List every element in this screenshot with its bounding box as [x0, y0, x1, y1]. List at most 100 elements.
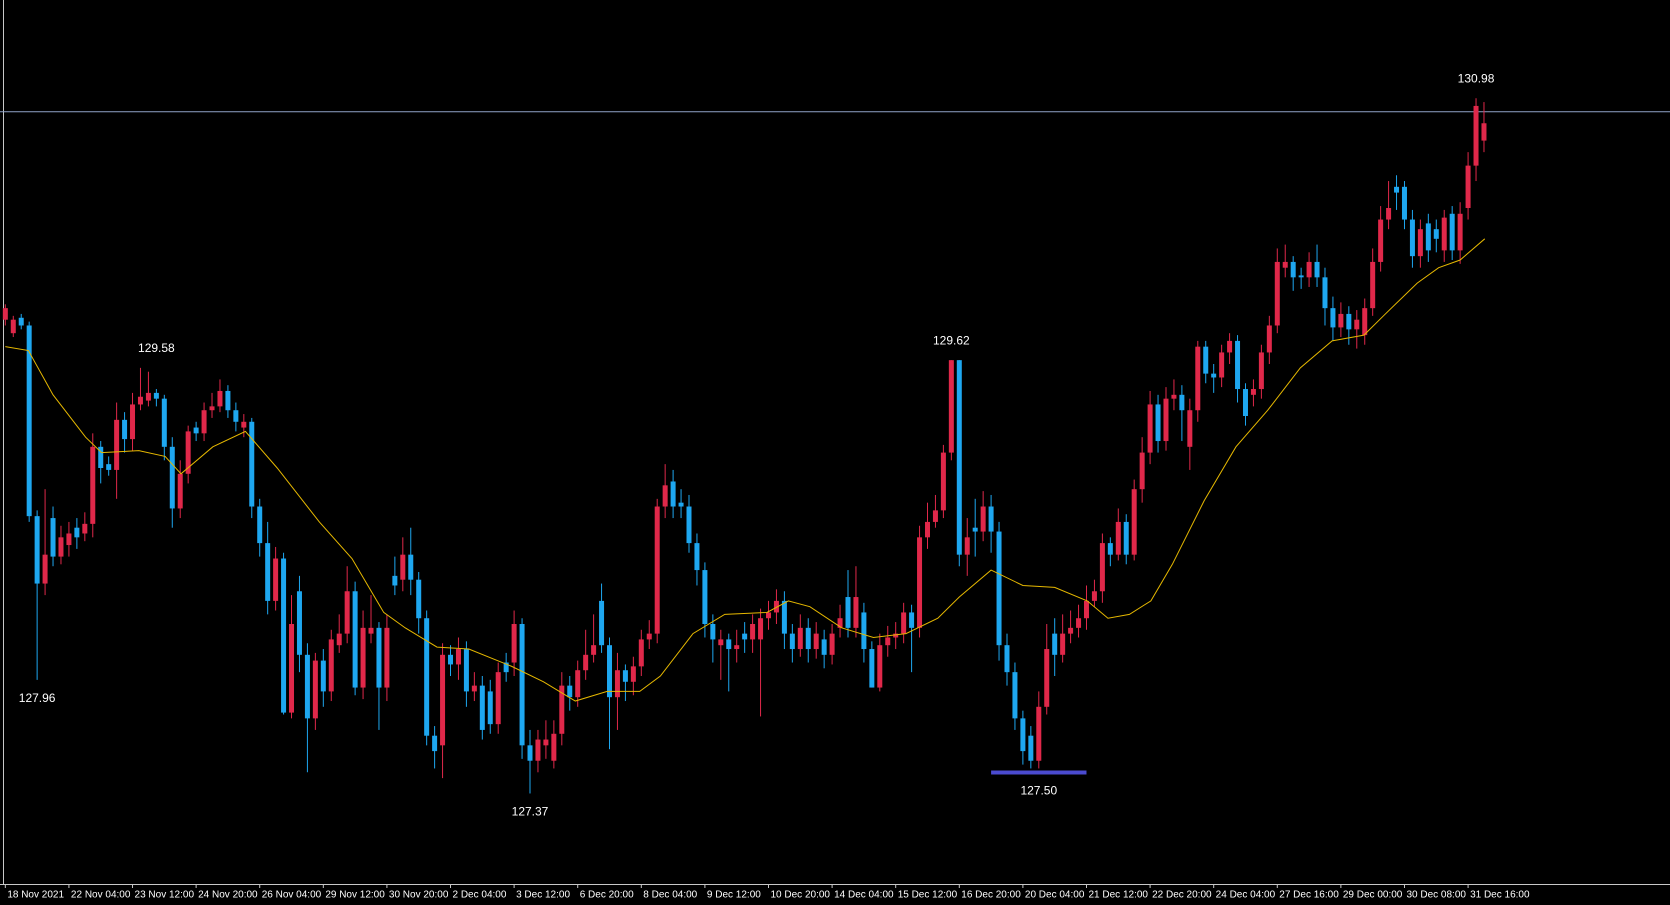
x-tick-label: 18 Nov 2021	[7, 890, 64, 901]
x-tick-label: 26 Nov 04:00	[262, 890, 322, 901]
x-tick-label: 23 Nov 12:00	[135, 890, 195, 901]
candle-body	[853, 597, 859, 628]
candle-body	[1099, 543, 1105, 592]
candle-body	[66, 533, 72, 546]
candle-body	[217, 390, 223, 407]
x-tick-label: 14 Dec 04:00	[834, 890, 894, 901]
price-annotation: 129.62	[933, 333, 970, 347]
candle-body	[909, 612, 915, 628]
candle-body	[479, 685, 485, 730]
candle-body	[416, 579, 422, 619]
candle-body	[320, 660, 326, 692]
candle-body	[988, 506, 994, 532]
candle-body	[591, 645, 597, 655]
candle-body	[471, 685, 477, 692]
candle-body	[225, 390, 231, 411]
candle-body	[972, 527, 978, 532]
x-tick-label: 30 Dec 08:00	[1406, 890, 1466, 901]
candle-body	[1020, 718, 1026, 752]
candle-body	[956, 360, 962, 555]
candle-body	[877, 645, 883, 688]
candle-body	[1457, 213, 1463, 251]
candle-body	[1481, 123, 1487, 141]
candle-body	[74, 527, 80, 538]
candle-body	[662, 485, 668, 507]
candle-body	[1346, 313, 1352, 330]
candle-body	[670, 481, 676, 507]
candle-body	[400, 554, 406, 580]
candle-body	[2, 308, 8, 320]
x-tick-label: 9 Dec 12:00	[707, 890, 761, 901]
candle-body	[1330, 308, 1336, 328]
candle-body	[257, 506, 263, 544]
candle-body	[1386, 208, 1392, 220]
candle-body	[996, 531, 1002, 646]
candle-body	[702, 570, 708, 624]
candle-body	[519, 624, 525, 746]
candle-body	[543, 739, 549, 746]
candle-body	[455, 649, 461, 665]
candle-body	[781, 600, 787, 634]
candle-body	[265, 543, 271, 601]
x-tick-label: 6 Dec 20:00	[580, 890, 634, 901]
candle-body	[1211, 373, 1217, 378]
candle-body	[1441, 217, 1447, 251]
candle-body	[26, 325, 32, 517]
candle-body	[201, 410, 207, 434]
candle-body	[614, 670, 620, 698]
candle-body	[1258, 352, 1264, 390]
candle-body	[750, 624, 756, 640]
candle-body	[758, 618, 764, 640]
candle-body	[209, 406, 215, 411]
candle-body	[289, 624, 295, 713]
candle-body	[1425, 223, 1431, 251]
candle-body	[678, 502, 684, 507]
candle-body	[1394, 186, 1400, 193]
candle-body	[1179, 394, 1185, 411]
candle-body	[1298, 275, 1304, 278]
x-tick-label: 24 Dec 04:00	[1216, 890, 1276, 901]
candle-body	[344, 591, 350, 634]
candle-body	[622, 670, 628, 682]
candle-body	[153, 392, 159, 399]
candle-body	[106, 464, 112, 470]
x-tick-label: 30 Nov 20:00	[389, 890, 449, 901]
candle-body	[901, 612, 907, 634]
candle-body	[273, 558, 279, 601]
candle-body	[583, 654, 589, 671]
candle-body	[980, 506, 986, 532]
candle-body	[1449, 213, 1455, 251]
candle-body	[1433, 229, 1439, 239]
candle-body	[726, 639, 732, 650]
price-annotation: 127.96	[19, 691, 56, 705]
candle-body	[1473, 105, 1479, 166]
candle-body	[1147, 404, 1153, 453]
candle-body	[137, 396, 143, 405]
candle-body	[368, 627, 374, 634]
price-annotation: 129.58	[138, 341, 175, 355]
candle-body	[432, 735, 438, 752]
candle-body	[1076, 618, 1082, 628]
candle-body	[1314, 261, 1320, 278]
candle-body	[241, 421, 247, 428]
candle-body	[630, 666, 636, 682]
price-annotation: 130.98	[1458, 71, 1495, 85]
candle-body	[1091, 591, 1097, 601]
candle-body	[1409, 219, 1415, 257]
candle-body	[1123, 521, 1129, 555]
candle-body	[177, 473, 183, 509]
candle-body	[1322, 277, 1328, 309]
x-tick-label: 29 Nov 12:00	[325, 890, 385, 901]
candle-body	[1083, 600, 1089, 619]
candle-body	[1306, 261, 1312, 278]
candle-body	[1362, 308, 1368, 336]
candle-body	[440, 654, 446, 746]
candle-body	[893, 633, 899, 638]
candle-body	[1115, 521, 1121, 555]
candle-body	[1266, 325, 1272, 353]
candle-body	[599, 600, 605, 646]
candle-body	[161, 398, 167, 447]
candle-body	[654, 506, 660, 634]
candle-body	[1139, 452, 1145, 490]
